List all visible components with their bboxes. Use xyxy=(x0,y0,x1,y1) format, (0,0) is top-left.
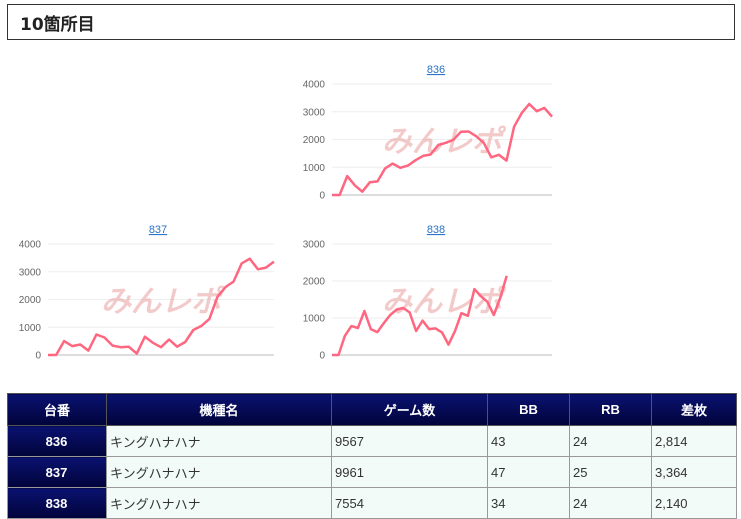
chart-title-link[interactable]: 837 xyxy=(149,224,167,236)
machine-name-cell: キングハナハナ xyxy=(106,425,332,457)
machine-number-cell: 837 xyxy=(7,456,107,488)
header-machine-name: 機種名 xyxy=(106,393,332,426)
difference-cell: 2,814 xyxy=(651,425,737,457)
series-line xyxy=(48,257,275,357)
y-tick-label: 2000 xyxy=(303,135,326,146)
y-tick-label: 0 xyxy=(319,351,325,362)
y-tick-label: 4000 xyxy=(19,240,42,251)
machine-name-cell: キングハナハナ xyxy=(106,487,332,519)
table-row: 838 キングハナハナ 7554 34 24 2,140 xyxy=(7,487,737,519)
y-tick-label: 0 xyxy=(35,351,41,362)
y-tick-label: 1000 xyxy=(303,314,326,325)
series-line xyxy=(332,102,553,197)
header-machine-number: 台番 xyxy=(7,393,107,426)
difference-cell: 2,140 xyxy=(651,487,737,519)
header-bb: BB xyxy=(487,393,570,426)
machine-name-cell: キングハナハナ xyxy=(106,456,332,488)
game-count-cell: 9567 xyxy=(331,425,488,457)
y-tick-label: 0 xyxy=(319,191,325,202)
table-header-row: 台番 機種名 ゲーム数 BB RB 差枚 xyxy=(7,393,737,426)
watermark-logo: みんレポ xyxy=(101,286,226,319)
y-tick-label: 1000 xyxy=(303,163,326,174)
game-count-cell: 7554 xyxy=(331,487,488,519)
difference-cell: 3,364 xyxy=(651,456,737,488)
bb-cell: 43 xyxy=(487,425,570,457)
machine-number-cell: 838 xyxy=(7,487,107,519)
y-tick-label: 4000 xyxy=(303,80,326,91)
page-title: 10箇所目 xyxy=(20,14,95,35)
y-tick-label: 2000 xyxy=(19,295,42,306)
table-row: 836 キングハナハナ 9567 43 24 2,814 xyxy=(7,425,737,457)
data-table: 台番 機種名 ゲーム数 BB RB 差枚 836 キングハナハナ 9567 43… xyxy=(7,393,737,519)
y-tick-label: 2000 xyxy=(303,277,326,288)
chart-837: 837 0 1000 2000 3000 4000 みんレポ xyxy=(10,220,290,369)
chart-title-link[interactable]: 836 xyxy=(427,64,445,76)
chart-836: 836 0 1000 2000 3000 4000 みんレポ xyxy=(300,60,560,209)
y-tick-label: 3000 xyxy=(303,107,326,118)
chart-837-svg: 837 0 1000 2000 3000 4000 みんレポ xyxy=(19,224,275,362)
rb-cell: 25 xyxy=(569,456,652,488)
rb-cell: 24 xyxy=(569,425,652,457)
bb-cell: 34 xyxy=(487,487,570,519)
header-game-count: ゲーム数 xyxy=(331,393,488,426)
y-tick-label: 1000 xyxy=(19,323,42,334)
chart-838: 838 0 1000 2000 3000 みんレポ xyxy=(300,220,560,369)
y-tick-label: 3000 xyxy=(19,267,42,278)
machine-number-cell: 836 xyxy=(7,425,107,457)
chart-title-link[interactable]: 838 xyxy=(427,224,445,236)
series-line xyxy=(332,275,508,357)
page-title-box: 10箇所目 xyxy=(7,4,735,40)
header-rb: RB xyxy=(569,393,652,426)
bb-cell: 47 xyxy=(487,456,570,488)
y-tick-label: 3000 xyxy=(303,240,326,251)
game-count-cell: 9961 xyxy=(331,456,488,488)
rb-cell: 24 xyxy=(569,487,652,519)
header-difference: 差枚 xyxy=(651,393,737,426)
table-row: 837 キングハナハナ 9961 47 25 3,364 xyxy=(7,456,737,488)
